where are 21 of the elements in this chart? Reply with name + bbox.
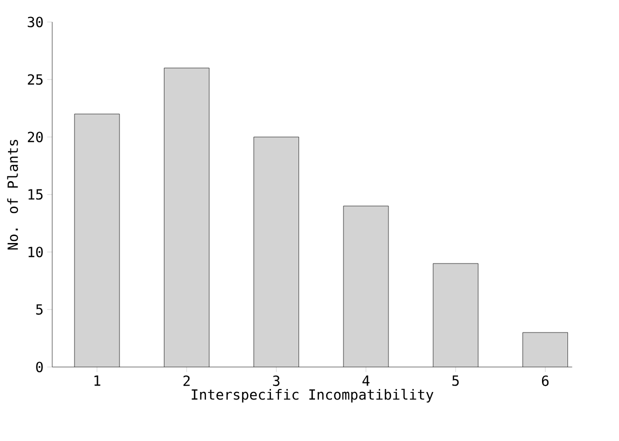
bar (164, 68, 210, 367)
bar (343, 206, 388, 367)
y-tick-label: 30 (28, 16, 43, 28)
x-tick-label: 3 (273, 376, 280, 386)
x-tick-label: 2 (183, 376, 190, 386)
bar (433, 264, 478, 367)
bar (74, 114, 120, 367)
y-tick-label: 20 (28, 132, 43, 142)
y-tick-label: 10 (28, 246, 43, 258)
y-axis-title: No. of Plants (7, 140, 18, 250)
bar (522, 332, 568, 367)
y-tick-label: 0 (36, 362, 43, 372)
y-tick-label: 25 (28, 74, 43, 85)
x-tick-label: 5 (452, 376, 459, 386)
bar (254, 136, 299, 367)
x-tick-label: 4 (362, 376, 370, 386)
y-tick-label: 5 (36, 304, 43, 315)
x-tick-label: 1 (94, 376, 100, 386)
x-tick-label: 6 (542, 376, 549, 386)
y-tick-label: 15 (28, 189, 43, 200)
x-axis-title: Interspecific Incompatibility (192, 388, 434, 402)
